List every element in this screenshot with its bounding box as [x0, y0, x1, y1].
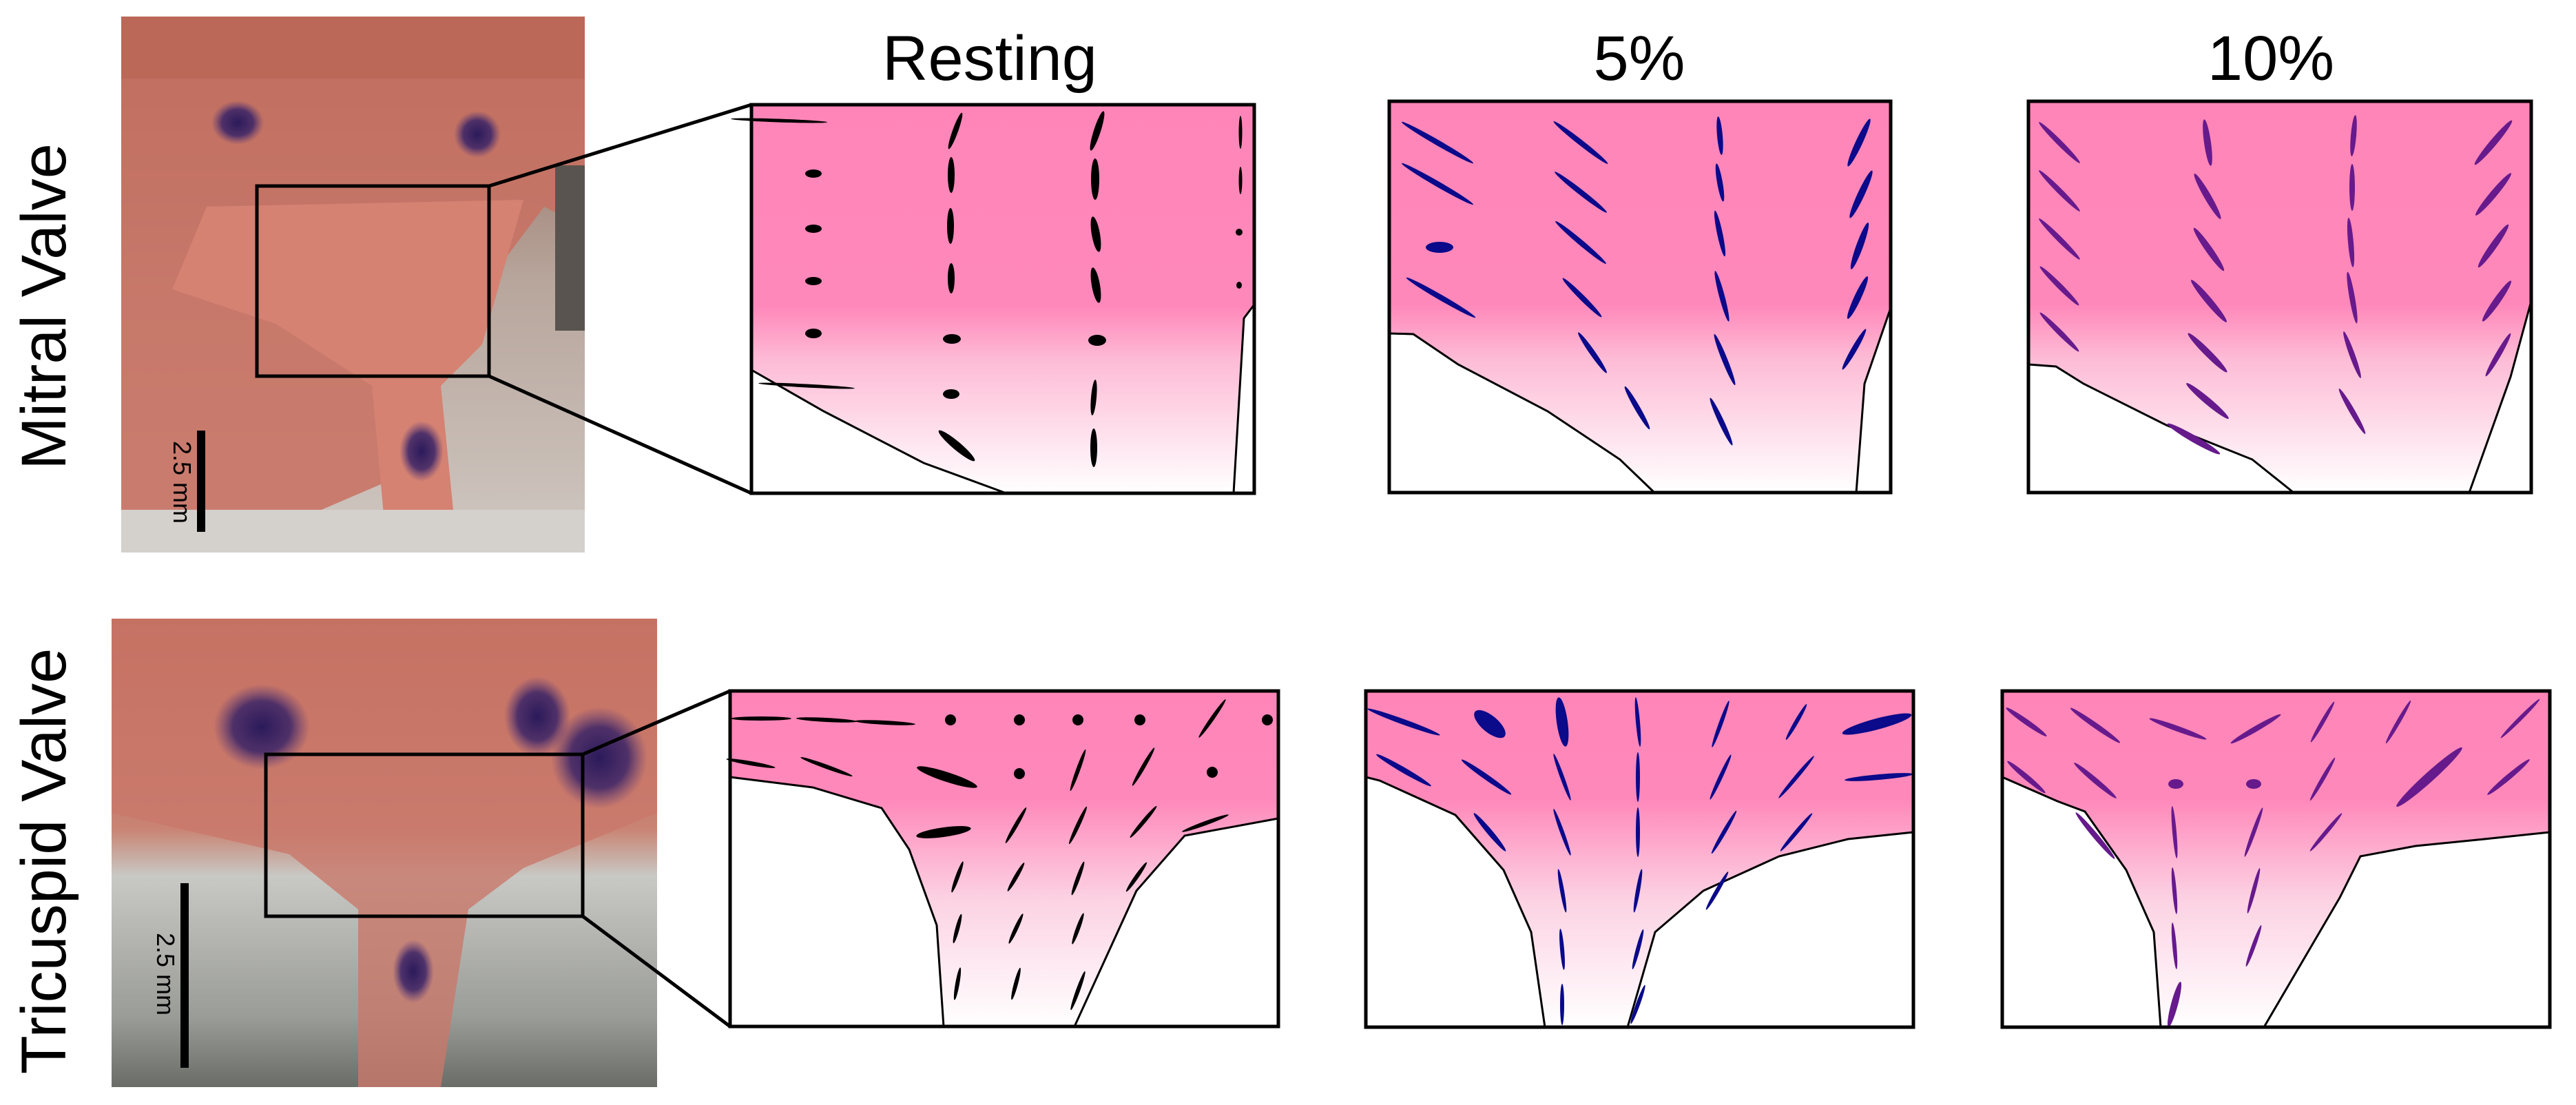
panel-mitral-10-percent [2026, 99, 2533, 495]
ellipse-glyphs-mitral-5-percent [1402, 116, 1873, 446]
panel-tricuspid-5-percent [1364, 689, 1915, 1029]
panel-tricuspid-resting [726, 689, 1280, 1029]
row-title-mitral-valve: Mitral Valve [9, 143, 79, 470]
column-title-resting: Resting [882, 23, 1097, 94]
ellipse-glyphs-tricuspid-5-percent [1367, 697, 1913, 1025]
row-title-tricuspid-valve: Tricuspid Valve [9, 648, 79, 1075]
ellipse-glyphs-mitral-resting [731, 111, 1243, 467]
panel-tricuspid-10-percent [2000, 689, 2552, 1029]
panel-mitral-5-percent [1387, 99, 1893, 495]
ellipse-glyphs-tricuspid-10-percent [2006, 699, 2540, 1027]
panel-mitral-resting [731, 103, 1256, 495]
column-title-10-percent: 10% [2208, 23, 2334, 94]
column-title-5-percent: 5% [1594, 23, 1685, 94]
tricuspid-scale-label: 2.5 mm [152, 933, 180, 1015]
ellipse-glyphs-tricuspid-resting [726, 699, 1273, 1011]
ellipse-glyphs-mitral-10-percent [2039, 115, 2513, 455]
tricuspid-valve-photo [112, 619, 657, 1087]
mitral-scale-label: 2.5 mm [168, 441, 196, 524]
mitral-zoom-box [255, 184, 491, 378]
tricuspid-zoom-box [264, 752, 585, 918]
mitral-valve-photo [121, 17, 585, 552]
